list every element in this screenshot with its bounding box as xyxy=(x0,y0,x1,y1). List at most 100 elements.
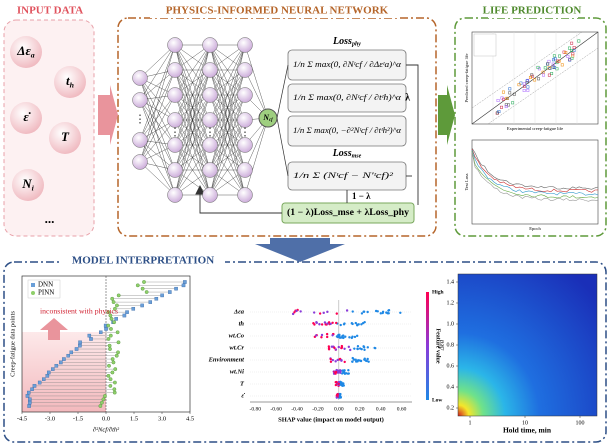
scatter-point xyxy=(502,97,506,101)
scatter-point xyxy=(501,90,505,94)
shap-point xyxy=(314,334,318,337)
scatter-point xyxy=(546,62,550,66)
shap-point xyxy=(374,346,377,350)
label-text: t xyxy=(66,73,70,88)
neuron xyxy=(167,112,183,128)
neuron xyxy=(202,137,218,153)
x-tick-label: -0.20 xyxy=(312,406,324,412)
shap-point xyxy=(335,312,338,315)
legend-swatch xyxy=(31,291,35,295)
connection xyxy=(174,144,211,196)
y-tick-label: 0.8 xyxy=(447,342,455,348)
connection xyxy=(139,77,176,146)
neuron xyxy=(202,87,218,103)
axis-label: Δεa xyxy=(438,339,446,351)
pinn-marker xyxy=(116,293,121,298)
scatter-point xyxy=(551,62,555,66)
connection xyxy=(209,44,246,146)
x-tick-label: 10 xyxy=(522,420,528,426)
panel-title: INPUT DATA xyxy=(17,5,83,17)
dnn-marker xyxy=(168,290,172,294)
shap-point xyxy=(334,360,337,363)
label-text: Loss xyxy=(332,148,352,159)
scatter-point xyxy=(507,103,510,107)
shap-point xyxy=(336,358,339,362)
scatter-point xyxy=(562,50,566,54)
feature-label: wt.Ni xyxy=(230,368,244,375)
colorbar-label: High xyxy=(432,289,444,295)
connection xyxy=(174,94,211,196)
scatter-point xyxy=(536,65,540,69)
shap-point xyxy=(356,345,360,348)
chart-frame xyxy=(471,139,599,225)
shap-point xyxy=(381,310,385,314)
interpretation-panel xyxy=(3,261,607,443)
shap-point xyxy=(363,358,366,361)
arrow xyxy=(255,238,345,262)
scatter-point xyxy=(541,70,545,74)
shap-point xyxy=(337,369,340,373)
shap-point xyxy=(357,323,360,326)
pinn-marker xyxy=(106,337,111,341)
dnn-marker xyxy=(66,353,70,358)
label-sub: i xyxy=(32,183,35,192)
dnn-marker xyxy=(37,380,42,385)
shap-point xyxy=(336,392,339,396)
y-tick-label: 0.6 xyxy=(447,363,455,369)
pinn-marker xyxy=(112,387,117,392)
x-tick-label: 4.5 xyxy=(186,415,194,422)
connection xyxy=(244,117,269,196)
shap-point xyxy=(315,321,318,324)
axis-label: Hold time, min xyxy=(503,426,552,435)
shap-point xyxy=(351,322,354,326)
label: Lossmse xyxy=(332,148,362,160)
shap-point xyxy=(340,358,343,362)
shap-point xyxy=(362,310,365,313)
scatter-point xyxy=(571,52,575,56)
feature-label: wt.Cr xyxy=(229,344,244,351)
ellipsis-dots: ⋮ xyxy=(170,127,181,139)
dnn-marker xyxy=(181,283,186,288)
dnn-marker xyxy=(54,364,59,368)
shap-point xyxy=(338,395,342,398)
dnn-marker xyxy=(28,400,32,405)
neuron xyxy=(167,187,183,203)
label: T xyxy=(61,129,70,144)
neuron xyxy=(237,112,253,128)
shap-point xyxy=(385,311,388,314)
shap-point xyxy=(320,333,324,337)
feature-label: ε̇ xyxy=(241,392,246,399)
connection xyxy=(276,117,289,177)
shap-point xyxy=(356,359,360,362)
connection xyxy=(139,94,176,163)
neuron xyxy=(132,70,148,86)
scatter-point xyxy=(550,72,554,75)
scatter-point xyxy=(569,49,573,53)
shade xyxy=(22,332,106,412)
shap-point xyxy=(366,346,369,349)
neuron xyxy=(237,87,253,103)
label-sub: mse xyxy=(352,154,362,160)
shap-point xyxy=(354,358,357,361)
pinn-marker xyxy=(113,367,118,371)
x-tick-label: 1.5 xyxy=(130,415,138,422)
shap-point xyxy=(387,312,390,315)
connection xyxy=(139,99,176,146)
scatter-point xyxy=(552,58,555,62)
connection xyxy=(139,161,176,196)
colorbar-label: Low xyxy=(432,397,442,403)
dnn-marker xyxy=(32,384,37,388)
annotation: inconsistent with physics xyxy=(40,307,118,316)
dnn-marker xyxy=(74,347,79,351)
dnn-marker xyxy=(27,404,31,408)
dnn-marker xyxy=(28,397,32,402)
shap-point xyxy=(343,372,347,375)
neuron xyxy=(202,112,218,128)
dnn-marker xyxy=(59,360,63,365)
pinn-marker xyxy=(140,286,145,291)
pinn-marker xyxy=(107,363,111,368)
connection xyxy=(139,44,176,101)
scatter-point xyxy=(552,54,556,58)
dnn-marker xyxy=(42,377,46,381)
